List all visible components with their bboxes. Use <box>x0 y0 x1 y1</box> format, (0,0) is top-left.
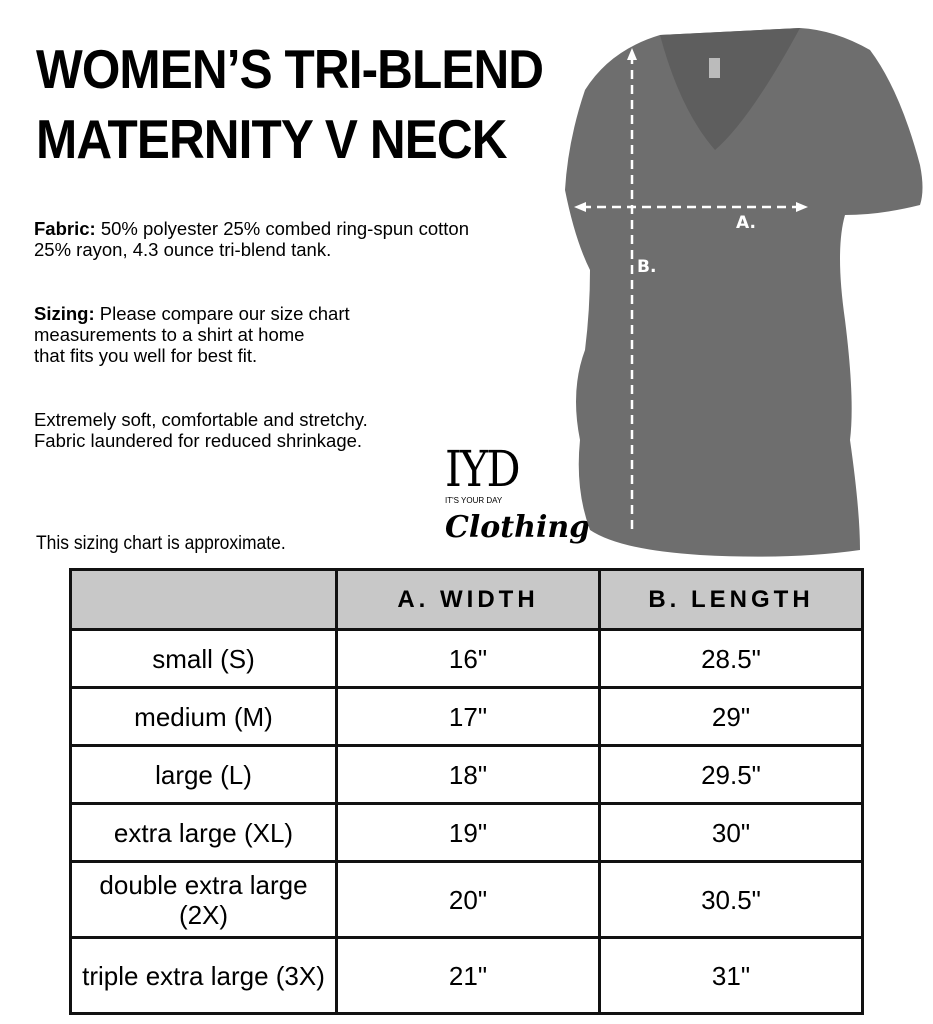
length-cell: 30.5" <box>598 860 864 939</box>
width-cell: 17" <box>335 686 601 747</box>
table-row: medium (M) 17" 29" <box>69 686 864 747</box>
label-b: B. <box>637 257 656 277</box>
logo-subtitle: IT'S YOUR DAY <box>445 496 503 505</box>
arrow-left-icon <box>574 202 586 212</box>
shirt-shape <box>565 28 923 557</box>
shirt-tag <box>709 58 720 78</box>
title-line-1: WOMEN’S TRI-BLEND <box>36 38 544 100</box>
sizing-text-3: that fits you well for best fit. <box>34 345 258 366</box>
size-table: A. WIDTH B. LENGTH small (S) 16" 28.5" m… <box>69 568 864 1015</box>
arrow-up-icon <box>627 48 637 60</box>
label-a: A. <box>736 213 756 233</box>
header-length: B. LENGTH <box>598 568 864 631</box>
width-cell: 18" <box>335 744 601 805</box>
length-cell: 30" <box>598 802 864 863</box>
table-row: small (S) 16" 28.5" <box>69 628 864 689</box>
size-cell: large (L) <box>69 744 338 805</box>
extra-text-2: Fabric laundered for reduced shrinkage. <box>34 430 363 451</box>
sizing-label: Sizing: <box>34 303 95 324</box>
sizing-text-1: Please compare our size chart <box>94 303 350 324</box>
sizing-info: Sizing: Please compare our size chart me… <box>34 303 350 366</box>
sizing-text-2: measurements to a shirt at home <box>34 324 305 345</box>
shirt-diagram: A. B. <box>565 28 923 557</box>
length-cell: 29" <box>598 686 864 747</box>
table-row: extra large (XL) 19" 30" <box>69 802 864 863</box>
title-line-2: MATERNITY V NECK <box>36 108 507 170</box>
length-cell: 31" <box>598 936 864 1015</box>
size-cell: extra large (XL) <box>69 802 338 863</box>
table-row: triple extra large (3X) 21" 31" <box>69 936 864 1015</box>
width-cell: 19" <box>335 802 601 863</box>
approximate-note: This sizing chart is approximate. <box>36 533 286 554</box>
logo-iyd: IYD <box>445 440 521 498</box>
fabric-text-1: 50% polyester 25% combed ring-spun cotto… <box>95 218 469 239</box>
size-cell: medium (M) <box>69 686 338 747</box>
extra-text-1: Extremely soft, comfortable and stretchy… <box>34 409 368 430</box>
table-row: double extra large (2X) 20" 30.5" <box>69 860 864 939</box>
table-row: large (L) 18" 29.5" <box>69 744 864 805</box>
extra-info: Extremely soft, comfortable and stretchy… <box>34 409 368 451</box>
size-cell: triple extra large (3X) <box>69 936 338 1015</box>
fabric-text-2: 25% rayon, 4.3 ounce tri-blend tank. <box>34 239 332 260</box>
header-width: A. WIDTH <box>335 568 601 631</box>
logo-script: Clothing <box>445 510 591 545</box>
size-cell: small (S) <box>69 628 338 689</box>
width-cell: 20" <box>335 860 601 939</box>
length-cell: 29.5" <box>598 744 864 805</box>
size-cell: double extra large (2X) <box>69 860 338 939</box>
header-blank <box>69 568 338 631</box>
v-neck <box>660 28 800 150</box>
fabric-label: Fabric: <box>34 218 96 239</box>
fabric-info: Fabric: 50% polyester 25% combed ring-sp… <box>34 218 469 260</box>
width-cell: 16" <box>335 628 601 689</box>
iyd-clothing-logo: IYD IT'S YOUR DAY Clothing <box>445 440 590 556</box>
length-cell: 28.5" <box>598 628 864 689</box>
table-header-row: A. WIDTH B. LENGTH <box>69 568 864 631</box>
width-cell: 21" <box>335 936 601 1015</box>
arrow-right-icon <box>796 202 808 212</box>
